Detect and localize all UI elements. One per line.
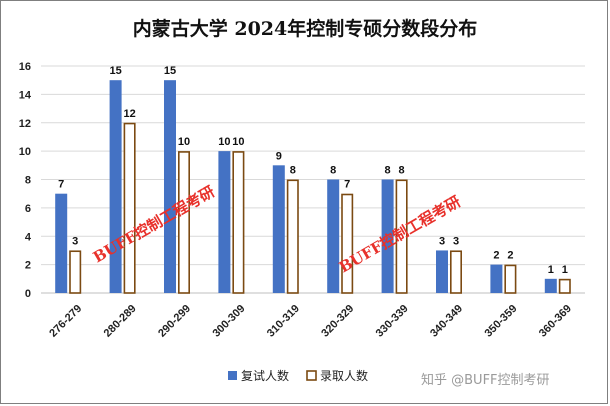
- data-label-admitted: 10: [178, 136, 190, 148]
- bar-applicants: [327, 179, 340, 293]
- data-label-admitted: 8: [399, 165, 405, 177]
- data-label-applicants: 8: [330, 165, 336, 177]
- bar-applicants: [218, 151, 231, 293]
- x-tick-label: 276-279: [47, 303, 84, 340]
- data-label-applicants: 9: [276, 150, 282, 162]
- y-tick-label: 8: [25, 175, 31, 187]
- bar-applicants: [436, 250, 448, 293]
- watermark-text: BUFF控制工程考研: [90, 182, 218, 266]
- bar-admitted: [69, 250, 82, 294]
- bar-admitted: [504, 264, 517, 294]
- bar-admitted: [123, 122, 136, 294]
- x-tick-label: 340-349: [428, 303, 465, 340]
- y-tick-label: 2: [25, 260, 31, 272]
- data-label-admitted: 8: [290, 165, 296, 177]
- bar-applicants: [490, 264, 503, 293]
- y-tick-label: 12: [19, 118, 31, 130]
- y-tick-label: 14: [19, 89, 32, 101]
- x-tick-label: 290-299: [156, 303, 193, 340]
- data-label-admitted: 3: [453, 235, 459, 247]
- bar-applicants: [544, 278, 557, 293]
- bar-admitted: [341, 193, 354, 294]
- x-axis-ticks: 276-279 280-289 290-299 300-309 310-319 320-3…: [47, 303, 574, 340]
- bar-admitted: [286, 179, 299, 294]
- data-label-admitted: 7: [344, 179, 350, 191]
- bar-applicants: [109, 80, 122, 293]
- bar-admitted: [449, 250, 462, 294]
- data-label-applicants: 10: [218, 136, 230, 148]
- legend-label-applicants: 复试人数: [241, 368, 289, 383]
- bar-admitted: [395, 179, 408, 294]
- y-tick-label: 6: [25, 203, 31, 215]
- data-label-applicants: 7: [58, 179, 64, 191]
- x-tick-label: 350-359: [482, 303, 519, 340]
- y-tick-label: 16: [19, 61, 31, 73]
- y-axis-ticks: 0 2 4 6 8 10 12 14 16: [19, 61, 32, 300]
- x-tick-label: 360-369: [537, 303, 574, 340]
- data-label-applicants: 1: [548, 264, 554, 276]
- x-tick-label: 320-329: [319, 303, 356, 340]
- y-tick-label: 4: [25, 231, 32, 243]
- bar-applicants: [164, 80, 176, 293]
- source-credit: 知乎 @BUFF控制考研: [421, 372, 550, 388]
- x-tick-label: 300-309: [210, 303, 247, 340]
- x-tick-label: 330-339: [374, 303, 411, 340]
- data-label-admitted: 2: [507, 250, 513, 262]
- data-label-admitted: 10: [232, 136, 244, 148]
- grid-layer: [41, 65, 585, 294]
- data-label-applicants: 15: [164, 65, 176, 77]
- bars-layer: [55, 80, 571, 294]
- legend-swatch-admitted: [306, 370, 317, 381]
- bar-admitted: [558, 278, 571, 294]
- y-tick-label: 10: [19, 146, 31, 158]
- y-tick-label: 0: [25, 288, 31, 300]
- bar-applicants: [381, 179, 394, 293]
- x-tick-label: 310-319: [265, 303, 302, 340]
- legend-label-admitted: 录取人数: [320, 368, 368, 383]
- legend: 复试人数 录取人数: [228, 368, 368, 383]
- legend-swatch-applicants: [228, 371, 237, 380]
- data-label-admitted: 3: [72, 235, 78, 247]
- x-tick-label: 280-289: [102, 303, 139, 340]
- bar-applicants: [55, 193, 68, 293]
- data-label-applicants: 3: [439, 235, 445, 247]
- bar-applicants: [272, 165, 285, 293]
- data-label-admitted: 12: [123, 108, 135, 120]
- chart-title: 内蒙古大学 2024年控制专硕分数段分布: [133, 17, 478, 40]
- data-label-admitted: 1: [562, 264, 568, 276]
- bar-admitted: [178, 151, 191, 294]
- data-label-applicants: 8: [385, 165, 391, 177]
- data-label-applicants: 15: [109, 65, 121, 77]
- bar-admitted: [232, 151, 245, 294]
- data-label-applicants: 2: [493, 250, 499, 262]
